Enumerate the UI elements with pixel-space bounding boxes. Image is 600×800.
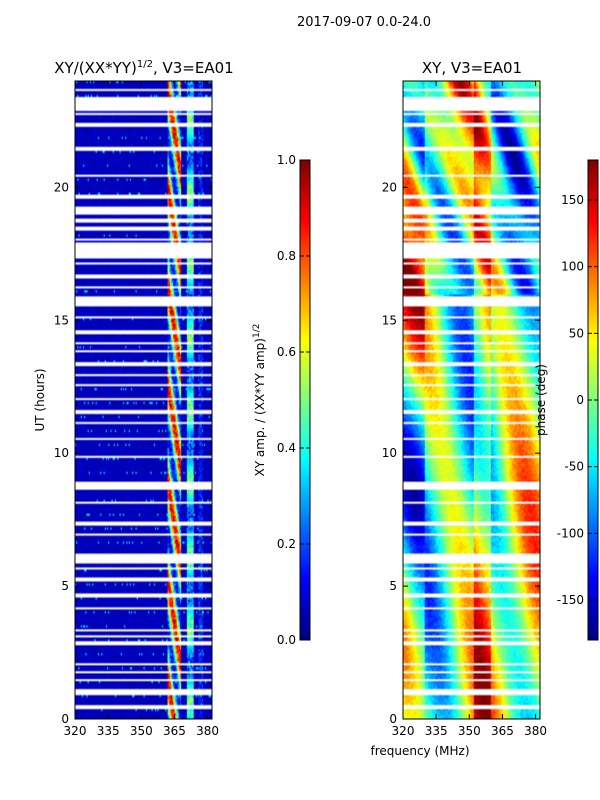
amp-colorbar-tick-label: 1.0 — [277, 153, 296, 167]
axis-ticks: 320 335 350 365 380 0 5 10 15 20 320 335 350 365 380 0 5… — [54, 81, 598, 738]
phase-colorbar-tick-label: -50 — [564, 460, 584, 474]
left-x-tick-label: 335 — [97, 724, 120, 738]
left-heatmap — [74, 80, 213, 720]
right-axes-frame — [402, 80, 541, 720]
left-x-tick-label: 320 — [64, 724, 87, 738]
phase-colorbar-tick-label: 50 — [569, 326, 584, 340]
right-heatmap — [402, 80, 541, 720]
right-x-tick-label: 320 — [392, 724, 415, 738]
left-axes-frame — [74, 80, 213, 720]
right-y-tick-label: 0 — [389, 712, 397, 726]
amp-colorbar-frame — [299, 159, 311, 641]
right-x-tick-label: 350 — [458, 724, 481, 738]
x-axis-label: frequency (MHz) — [370, 744, 469, 758]
right-x-tick-label: 380 — [524, 724, 547, 738]
phase-colorbar-tick-label: 150 — [561, 193, 584, 207]
right-x-tick-label: 335 — [425, 724, 448, 738]
right-y-tick-label: 15 — [382, 313, 397, 327]
left-y-tick-label: 20 — [54, 180, 69, 194]
phase-colorbar-tick-label: 0 — [576, 393, 584, 407]
right-x-tick-label: 365 — [491, 724, 514, 738]
amp-colorbar-gradient — [300, 160, 310, 640]
left-y-tick-label: 15 — [54, 313, 69, 327]
left-y-tick-label: 10 — [54, 446, 69, 460]
left-x-tick-label: 380 — [196, 724, 219, 738]
right-y-tick-label: 10 — [382, 446, 397, 460]
left-x-tick-label: 350 — [130, 724, 153, 738]
phase-colorbar-tick-label: -150 — [557, 593, 584, 607]
phase-colorbar-tick-label: 100 — [561, 260, 584, 274]
amp-colorbar — [299, 159, 311, 641]
amp-colorbar-tick-label: 0.0 — [277, 633, 296, 647]
amp-colorbar-tick-label: 0.4 — [277, 441, 296, 455]
amp-colorbar-label: XY amp. / (XX*YY amp)1/2 — [252, 324, 267, 477]
phase-colorbar-label: phase (deg) — [534, 364, 548, 436]
right-y-tick-label: 20 — [382, 180, 397, 194]
left-x-tick-label: 365 — [163, 724, 186, 738]
amp-colorbar-tick-label: 0.2 — [277, 537, 296, 551]
left-heatmap-image — [75, 81, 212, 719]
right-y-tick-label: 5 — [389, 579, 397, 593]
y-axis-label: UT (hours) — [33, 368, 47, 431]
amp-colorbar-tick-label: 0.8 — [277, 249, 296, 263]
suptitle: 2017-09-07 0.0-24.0 — [297, 15, 431, 30]
phase-colorbar-tick-label: -100 — [557, 526, 584, 540]
phase-colorbar-gradient — [588, 160, 598, 640]
amp-colorbar-tick-label: 0.6 — [277, 345, 296, 359]
right-heatmap-image — [403, 81, 540, 719]
left-panel-title: XY/(XX*YY)1/2, V3=EA01 — [54, 59, 233, 77]
left-y-tick-label: 5 — [61, 579, 69, 593]
right-panel-title: XY, V3=EA01 — [422, 59, 522, 77]
left-y-tick-label: 0 — [61, 712, 69, 726]
